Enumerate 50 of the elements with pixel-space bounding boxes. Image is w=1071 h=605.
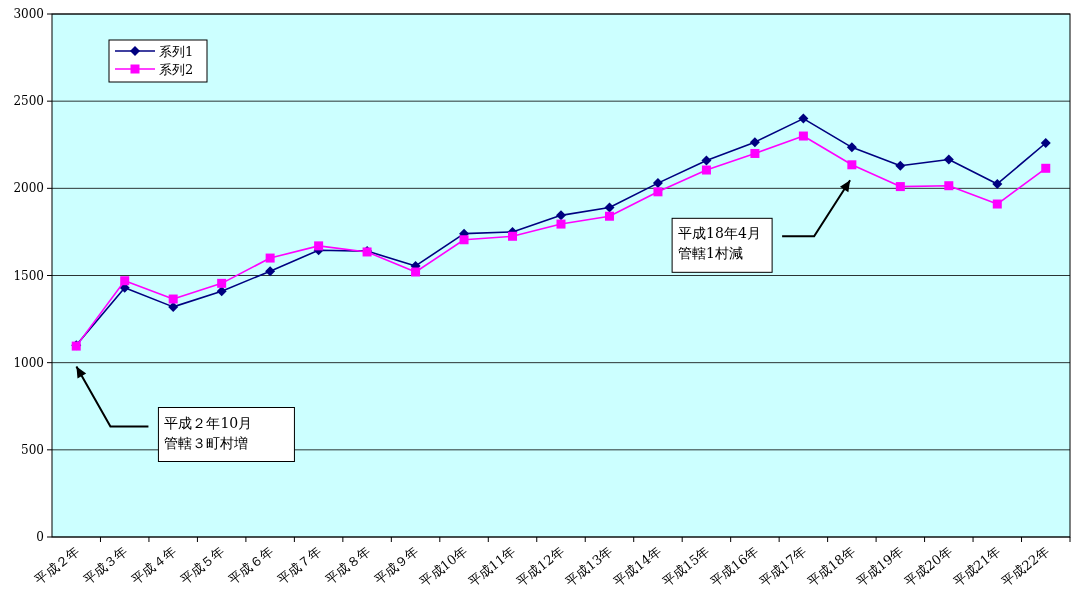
point <box>847 160 857 170</box>
annotation: 平成２年10月管轄３町村増 <box>164 414 253 451</box>
x-tick-label: 平成７年 <box>274 543 325 588</box>
y-tick-label: 2500 <box>13 94 44 109</box>
x-tick-label: 平成４年 <box>128 543 180 588</box>
point <box>652 178 663 189</box>
point <box>604 202 615 213</box>
point <box>701 165 711 175</box>
point <box>750 148 760 158</box>
point <box>895 160 906 171</box>
point <box>653 187 663 197</box>
x-tick-label: 平成８年 <box>322 543 373 588</box>
point <box>459 235 469 245</box>
point <box>798 113 809 124</box>
point <box>1040 138 1051 149</box>
annotation: 平成18年4月管轄1村減 <box>678 225 761 262</box>
point <box>992 178 1003 189</box>
y-tick-label: 3000 <box>13 7 44 21</box>
y-tick-label: 1000 <box>13 355 44 370</box>
point <box>846 142 857 153</box>
point <box>798 131 808 141</box>
y-tick-label: 0 <box>36 530 44 544</box>
point <box>701 155 712 166</box>
point <box>314 241 324 251</box>
point <box>556 219 566 229</box>
x-tick-label: 平成６年 <box>225 543 276 588</box>
point <box>943 154 954 165</box>
point <box>120 276 130 286</box>
point <box>749 137 760 148</box>
point <box>604 211 614 221</box>
y-tick-label: 2000 <box>13 181 44 196</box>
x-tick-label: 平成３年 <box>80 543 131 588</box>
point <box>217 278 227 288</box>
point <box>556 210 566 221</box>
y-tick-label: 500 <box>21 442 44 457</box>
point <box>944 181 954 191</box>
x-tick-label: 平成２年 <box>31 543 83 588</box>
point <box>216 286 227 297</box>
y-tick-label: 1500 <box>13 268 44 283</box>
point <box>265 253 275 263</box>
legend-label: 系列2 <box>159 62 194 77</box>
point <box>265 266 276 277</box>
point <box>411 267 421 277</box>
point <box>992 199 1002 209</box>
point <box>895 182 905 192</box>
point <box>508 231 518 241</box>
x-tick-label: 平成５年 <box>177 543 228 588</box>
point <box>1041 163 1051 173</box>
point <box>168 294 178 304</box>
legend-label: 系列1 <box>159 44 194 59</box>
